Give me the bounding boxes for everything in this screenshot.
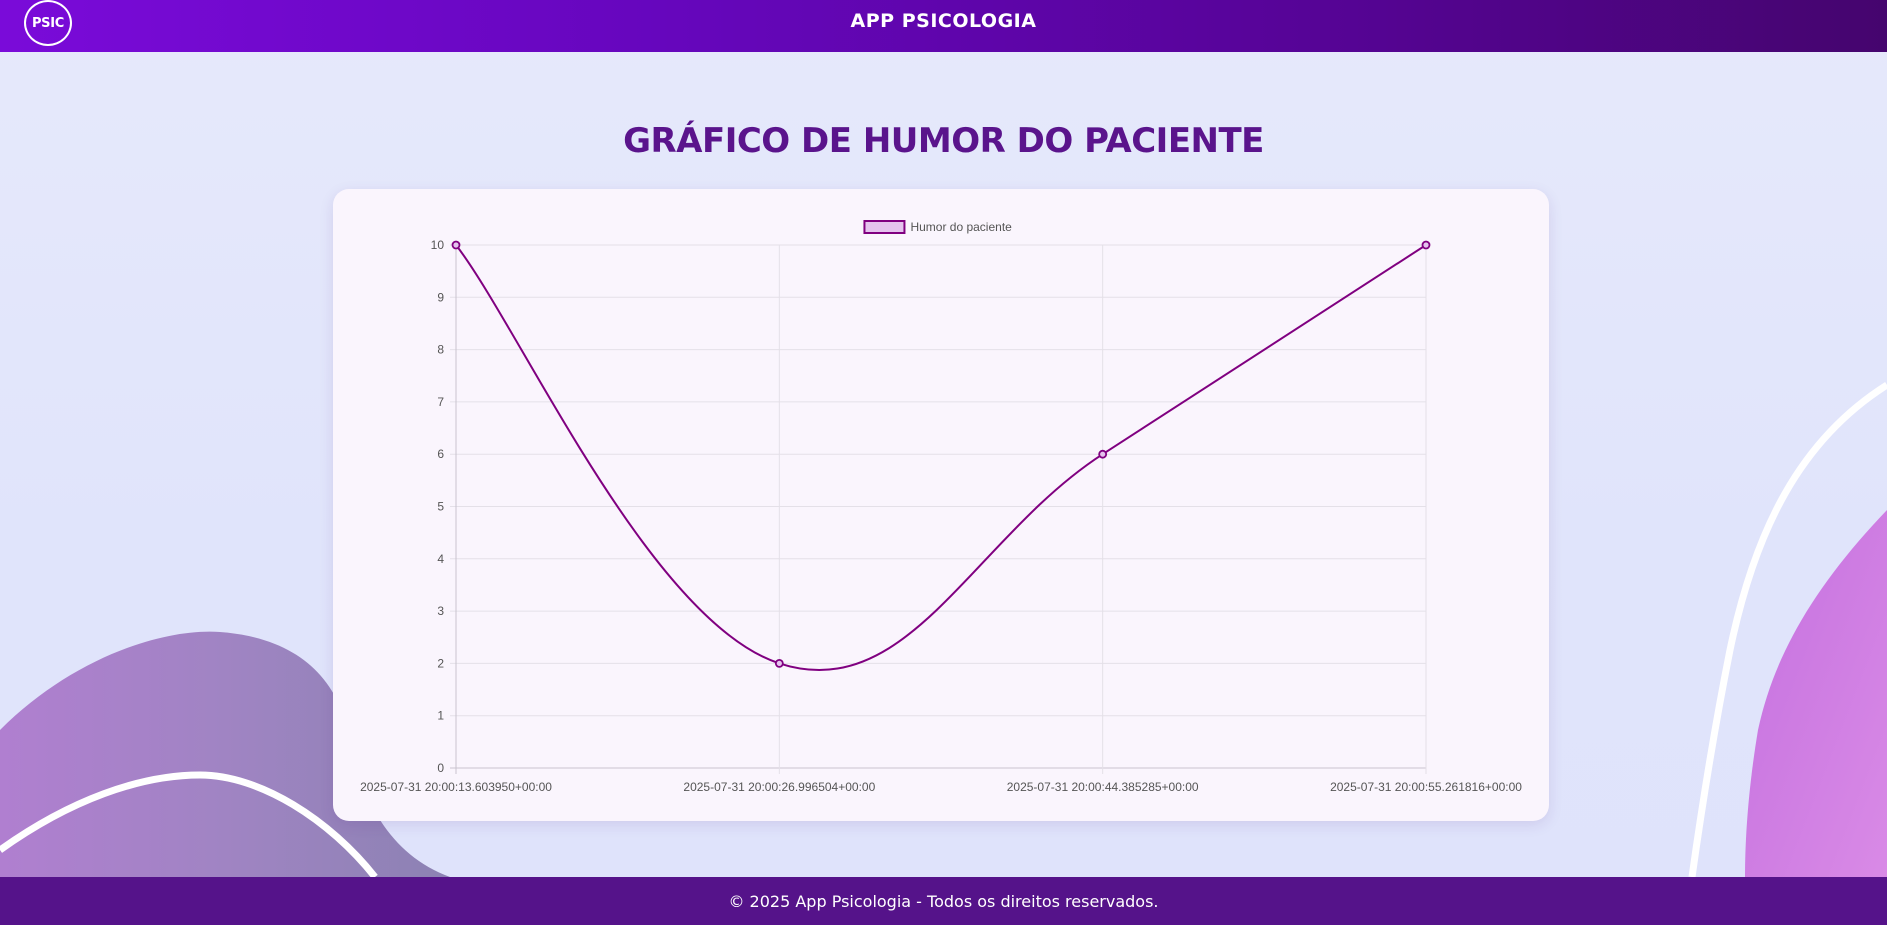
data-point xyxy=(451,240,461,250)
y-tick-label: 3 xyxy=(437,604,444,618)
top-navigation-bar: PSIC APP PSICOLOGIA xyxy=(0,0,1887,52)
left-wave-stroke xyxy=(0,771,378,880)
app-title: APP PSICOLOGIA xyxy=(850,10,1037,32)
y-tick-label: 0 xyxy=(437,761,444,775)
x-tick-label: 2025-07-31 20:00:26.996504+00:00 xyxy=(683,780,875,794)
right-wave-stroke xyxy=(1688,382,1887,878)
y-tick-label: 5 xyxy=(437,500,444,514)
footer-text: © 2025 App Psicologia - Todos os direito… xyxy=(728,891,1159,911)
data-point xyxy=(1098,449,1108,459)
app-logo[interactable]: PSIC xyxy=(24,0,72,46)
chart-card: 0 1 2 3 4 5 6 7 8 9 10 2025-07-31 20:00:13.603950+0… xyxy=(333,189,1549,821)
x-tick-label: 2025-07-31 20:00:44.385285+00:00 xyxy=(1007,780,1199,794)
y-tick-label: 9 xyxy=(437,290,444,304)
logo-text: PSIC xyxy=(31,15,65,31)
y-tick-label: 10 xyxy=(431,238,445,252)
data-point xyxy=(1421,240,1431,250)
y-tick-label: 6 xyxy=(437,447,444,461)
series-line-humor xyxy=(455,244,1427,671)
page-title: GRÁFICO DE HUMOR DO PACIENTE xyxy=(623,120,1264,161)
y-tick-label: 1 xyxy=(437,709,444,723)
x-tick-label: 2025-07-31 20:00:55.261816+00:00 xyxy=(1330,780,1522,794)
data-point xyxy=(774,658,784,668)
mood-line-chart: 0 1 2 3 4 5 6 7 8 9 10 2025-07-31 20:00:13.603950+0… xyxy=(360,220,1522,794)
y-tick-label: 8 xyxy=(437,343,444,357)
right-wave-blob xyxy=(1745,510,1887,877)
legend-label: Humor do paciente xyxy=(910,220,1012,234)
x-tick-label: 2025-07-31 20:00:13.603950+00:00 xyxy=(360,780,552,794)
y-tick-label: 7 xyxy=(437,395,444,409)
y-tick-label: 2 xyxy=(437,656,444,670)
footer: © 2025 App Psicologia - Todos os direito… xyxy=(0,877,1887,925)
y-tick-label: 4 xyxy=(437,552,444,566)
legend-swatch xyxy=(863,220,906,234)
